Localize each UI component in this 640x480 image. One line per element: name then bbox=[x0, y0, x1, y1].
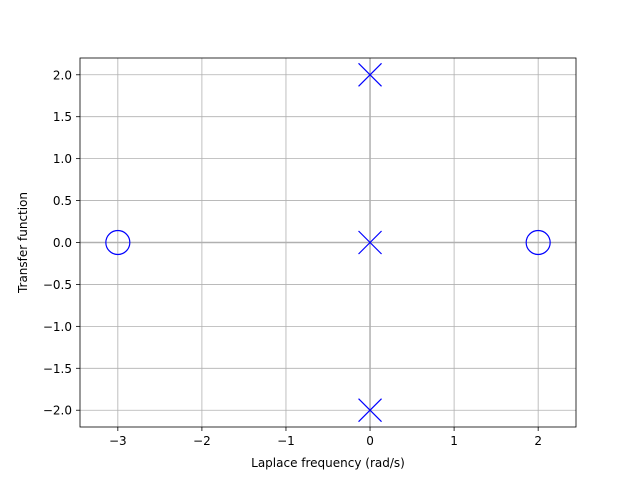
x-axis-ticks: −3 −2 −1 0 1 2 bbox=[109, 427, 542, 448]
zero-marker bbox=[525, 229, 551, 256]
pole-marker bbox=[358, 398, 382, 423]
y-tick-label: 0.5 bbox=[53, 194, 72, 208]
y-tick-label: −1.0 bbox=[43, 320, 72, 334]
x-tick-label: −3 bbox=[109, 434, 127, 448]
x-axis-label: Laplace frequency (rad/s) bbox=[251, 456, 405, 470]
y-axis-label: Transfer function bbox=[16, 192, 30, 294]
y-tick-label: 1.5 bbox=[53, 110, 72, 124]
pole-marker bbox=[358, 62, 382, 87]
y-tick-label: −0.5 bbox=[43, 278, 72, 292]
pole-marker-stroke bbox=[358, 398, 382, 423]
pole-marker-stroke bbox=[358, 230, 382, 255]
pole-marker-stroke bbox=[358, 62, 382, 87]
y-tick-label: 2.0 bbox=[53, 68, 72, 82]
y-tick-label: −2.0 bbox=[43, 404, 72, 418]
x-tick-label: −1 bbox=[277, 434, 295, 448]
y-axis-ticks: 2.0 1.5 1.0 0.5 0.0 −0.5 −1.0 −1.5 −2.0 bbox=[43, 68, 80, 418]
data-markers bbox=[105, 62, 551, 423]
x-tick-label: −2 bbox=[193, 434, 211, 448]
y-tick-label: 0.0 bbox=[53, 236, 72, 250]
y-tick-label: −1.5 bbox=[43, 362, 72, 376]
x-tick-label: 2 bbox=[534, 434, 542, 448]
y-tick-label: 1.0 bbox=[53, 152, 72, 166]
x-tick-label: 0 bbox=[366, 434, 374, 448]
zero-marker bbox=[105, 229, 131, 256]
x-tick-label: 1 bbox=[450, 434, 458, 448]
pole-marker bbox=[358, 230, 382, 255]
